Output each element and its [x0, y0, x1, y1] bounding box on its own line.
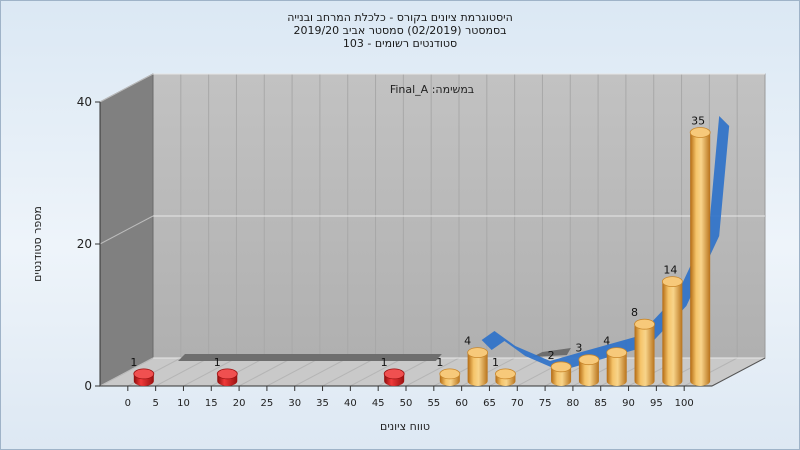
x-tick-label: 50: [400, 398, 413, 409]
bar-cylinder: [383, 368, 405, 387]
x-tick-label: 5: [152, 398, 158, 409]
bar-top: [216, 368, 238, 380]
bar-cylinder: [689, 127, 711, 387]
bar-value-label: 4: [603, 335, 610, 348]
x-tick-label: 80: [567, 398, 580, 409]
bar-value-label: 14: [663, 264, 677, 277]
bar-body: [606, 352, 627, 387]
x-tick-label: 60: [455, 398, 468, 409]
y-tick-label: 20: [77, 237, 92, 251]
enrolled-count: סטודנטים רשומים - 103: [342, 37, 458, 50]
x-tick-label: 15: [205, 398, 218, 409]
x-tick-label: 25: [261, 398, 274, 409]
bar-body: [690, 132, 711, 387]
floor-gridline: [350, 357, 404, 387]
bar-top: [495, 368, 516, 380]
floor-gridline: [238, 357, 293, 387]
x-tick-label: 20: [233, 398, 246, 409]
bar-top: [578, 354, 600, 366]
y-tick-label: 0: [84, 379, 92, 393]
floor-band: [178, 354, 442, 361]
x-tick-label: 30: [288, 398, 301, 409]
bar-top: [661, 276, 683, 288]
bar-top: [550, 361, 572, 373]
bar-body: [634, 324, 655, 387]
bar-value-label: 8: [631, 306, 638, 319]
bar-top: [467, 347, 489, 359]
y-tick-label: 40: [77, 95, 92, 109]
bar-value-label: 1: [381, 356, 388, 369]
bar-value-label: 1: [492, 356, 499, 369]
bar-value-label: 1: [130, 356, 137, 369]
bar-cylinder: [439, 368, 461, 387]
x-tick-label: 45: [372, 398, 385, 409]
floor-gridline: [266, 357, 321, 387]
bar-value-label: 35: [691, 115, 705, 128]
bar-cylinder: [467, 347, 489, 387]
x-tick-label: 35: [316, 398, 329, 409]
bar-cylinder: [216, 368, 238, 387]
bar-body: [467, 352, 488, 387]
x-tick-label: 75: [539, 398, 552, 409]
bar-body: [662, 281, 683, 387]
x-tick-label: 70: [511, 398, 524, 409]
bar-top: [689, 127, 711, 138]
bar-value-label: 3: [575, 342, 582, 355]
bar-body: [578, 359, 599, 387]
bar-value-label: 1: [436, 356, 443, 369]
floor-gridline: [155, 357, 209, 387]
side-gridline: [99, 357, 154, 387]
bar-top: [606, 347, 628, 359]
bar-cylinder: [495, 368, 516, 386]
floor-edge: [711, 357, 766, 387]
task-annotation: Final_A :במשימה: [390, 83, 474, 96]
x-tick-label: 100: [675, 398, 694, 409]
x-tick-label: 10: [177, 398, 190, 409]
x-tick-label: 95: [650, 398, 663, 409]
floor-gridline: [294, 357, 348, 387]
floor-band-right: [532, 348, 571, 357]
side-gridline: [99, 215, 154, 245]
bar-cylinder: [578, 354, 600, 387]
bar-cylinder: [661, 276, 683, 387]
x-axis-title: טווח ציונים: [380, 420, 430, 433]
bar-value-label: 2: [548, 349, 555, 362]
x-tick-label: 90: [622, 398, 635, 409]
bar-body: [551, 366, 572, 387]
bar-cylinder: [634, 318, 655, 387]
x-tick-label: 0: [125, 398, 131, 409]
bar-top: [383, 368, 405, 380]
x-tick-label: 65: [483, 398, 496, 409]
bar-value-label: 4: [464, 335, 471, 348]
y-axis-title: מספר סטודנטים: [31, 206, 44, 282]
floor-gridline: [183, 357, 237, 387]
bar-value-label: 1: [214, 356, 221, 369]
chart-subtitle: בסמסטר (02/2019) סמסטר אביב 2019/20: [293, 24, 507, 37]
bar-cylinder: [550, 361, 572, 387]
x-tick-label: 40: [344, 398, 357, 409]
bar-top: [439, 368, 461, 380]
x-tick-label: 55: [427, 398, 440, 409]
floor-gridline: [405, 357, 460, 387]
bar-top: [133, 368, 155, 380]
floor-gridline: [322, 357, 376, 387]
bar-top: [634, 318, 655, 330]
chart-title: היסטוגרמת ציונים בקורס - כלכלת המרחב ובנ…: [287, 11, 513, 24]
side-gridline: [99, 73, 154, 103]
bar-cylinder: [606, 347, 628, 387]
x-tick-label: 85: [594, 398, 607, 409]
bar-cylinder: [133, 368, 155, 387]
